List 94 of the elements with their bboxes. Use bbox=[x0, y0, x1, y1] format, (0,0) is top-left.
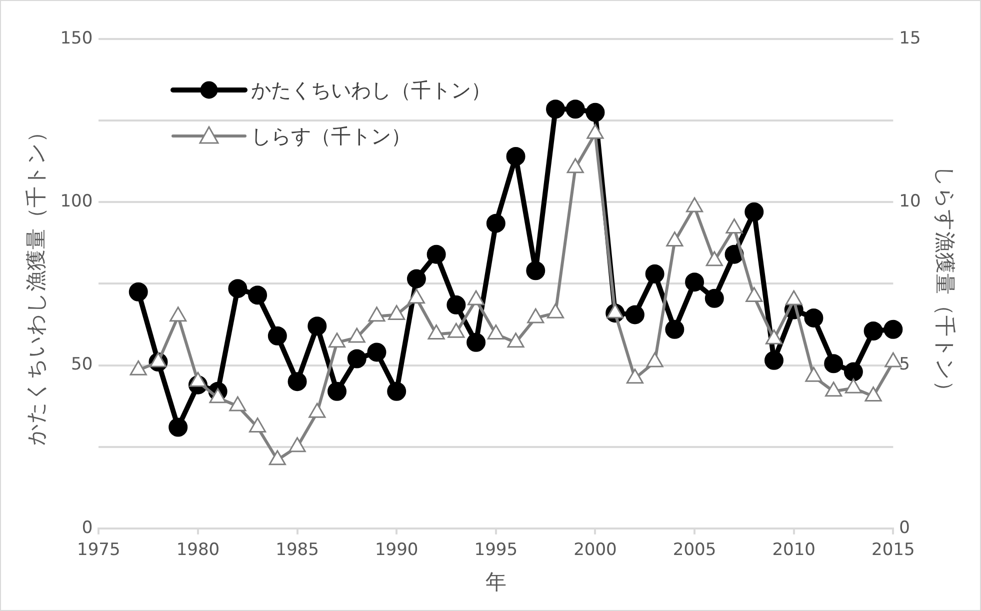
point bbox=[347, 349, 366, 368]
y-tick-label: 0 bbox=[82, 518, 93, 538]
point bbox=[150, 352, 167, 368]
point bbox=[229, 396, 246, 412]
point bbox=[428, 324, 445, 340]
point bbox=[824, 354, 844, 374]
point bbox=[726, 218, 743, 234]
point bbox=[625, 305, 644, 324]
x-tick-label: 2015 bbox=[872, 540, 915, 560]
point bbox=[744, 202, 764, 222]
point bbox=[408, 288, 425, 304]
x-tick-label: 1990 bbox=[374, 540, 418, 560]
point bbox=[406, 269, 426, 288]
point bbox=[626, 368, 644, 384]
point bbox=[189, 372, 207, 387]
point bbox=[328, 382, 347, 401]
point bbox=[506, 146, 526, 166]
point bbox=[368, 306, 386, 322]
point bbox=[468, 290, 485, 306]
point bbox=[844, 378, 862, 394]
point bbox=[130, 360, 147, 376]
x-tick-label: 2000 bbox=[574, 540, 617, 560]
point bbox=[864, 386, 882, 402]
point bbox=[586, 102, 605, 122]
point bbox=[864, 322, 883, 341]
legend-label: しらす（千トン） bbox=[251, 122, 411, 150]
point bbox=[606, 303, 624, 318]
point bbox=[704, 288, 724, 308]
point bbox=[168, 418, 188, 437]
point bbox=[367, 342, 386, 362]
point bbox=[746, 287, 763, 302]
point bbox=[487, 324, 504, 340]
point bbox=[884, 320, 903, 339]
point bbox=[764, 350, 784, 370]
y-tick-label: 150 bbox=[60, 28, 93, 48]
point bbox=[825, 382, 842, 397]
x-tick-label: 1980 bbox=[176, 540, 220, 560]
point bbox=[426, 244, 446, 264]
point bbox=[566, 100, 585, 119]
x-tick-label: 1975 bbox=[77, 540, 120, 560]
point bbox=[685, 272, 704, 292]
y2-tick-label: 10 bbox=[899, 192, 921, 212]
point bbox=[844, 362, 863, 382]
point bbox=[387, 382, 406, 401]
x-tick-label: 2005 bbox=[672, 540, 716, 560]
point bbox=[128, 282, 148, 302]
point bbox=[249, 418, 266, 433]
point bbox=[645, 264, 664, 284]
point bbox=[665, 320, 684, 339]
point bbox=[170, 306, 187, 322]
point bbox=[348, 328, 366, 343]
point bbox=[268, 450, 286, 466]
point bbox=[804, 308, 824, 328]
point bbox=[466, 332, 486, 352]
point bbox=[228, 279, 248, 298]
point bbox=[328, 332, 346, 348]
point bbox=[706, 251, 723, 266]
point bbox=[308, 402, 326, 418]
point bbox=[686, 197, 704, 212]
point bbox=[884, 352, 902, 368]
y2-tick-label: 15 bbox=[899, 28, 921, 48]
point bbox=[546, 303, 564, 318]
point bbox=[248, 286, 268, 305]
point bbox=[388, 304, 406, 320]
point bbox=[586, 124, 604, 139]
y-tick-label: 50 bbox=[71, 354, 93, 375]
point bbox=[308, 316, 327, 336]
y-tick-label: 100 bbox=[60, 192, 93, 212]
point bbox=[805, 366, 822, 382]
point bbox=[209, 388, 226, 404]
x-axis-title: 年 bbox=[485, 570, 506, 594]
y2-axis-title: しらす漁獲量（千トン） bbox=[932, 166, 957, 402]
point bbox=[765, 329, 783, 344]
point bbox=[666, 232, 684, 247]
point bbox=[448, 322, 465, 338]
y2-tick-label: 0 bbox=[899, 518, 910, 538]
y2-tick-label: 5 bbox=[899, 354, 910, 375]
point bbox=[526, 261, 546, 280]
point bbox=[527, 308, 544, 324]
point bbox=[546, 100, 565, 119]
point bbox=[288, 437, 306, 452]
point bbox=[446, 295, 466, 314]
point bbox=[646, 352, 664, 368]
x-tick-label: 2010 bbox=[772, 540, 816, 560]
x-tick-label: 1985 bbox=[276, 540, 319, 560]
point bbox=[785, 290, 802, 306]
point bbox=[507, 332, 524, 348]
point bbox=[288, 372, 307, 392]
point bbox=[486, 214, 506, 233]
point bbox=[268, 326, 287, 346]
legend-label: かたくちいわし（千トン） bbox=[251, 76, 491, 104]
y-axis-title: かたくちいわし漁獲量（千トン） bbox=[24, 122, 48, 446]
x-tick-label: 1995 bbox=[474, 540, 518, 560]
point bbox=[566, 158, 584, 174]
